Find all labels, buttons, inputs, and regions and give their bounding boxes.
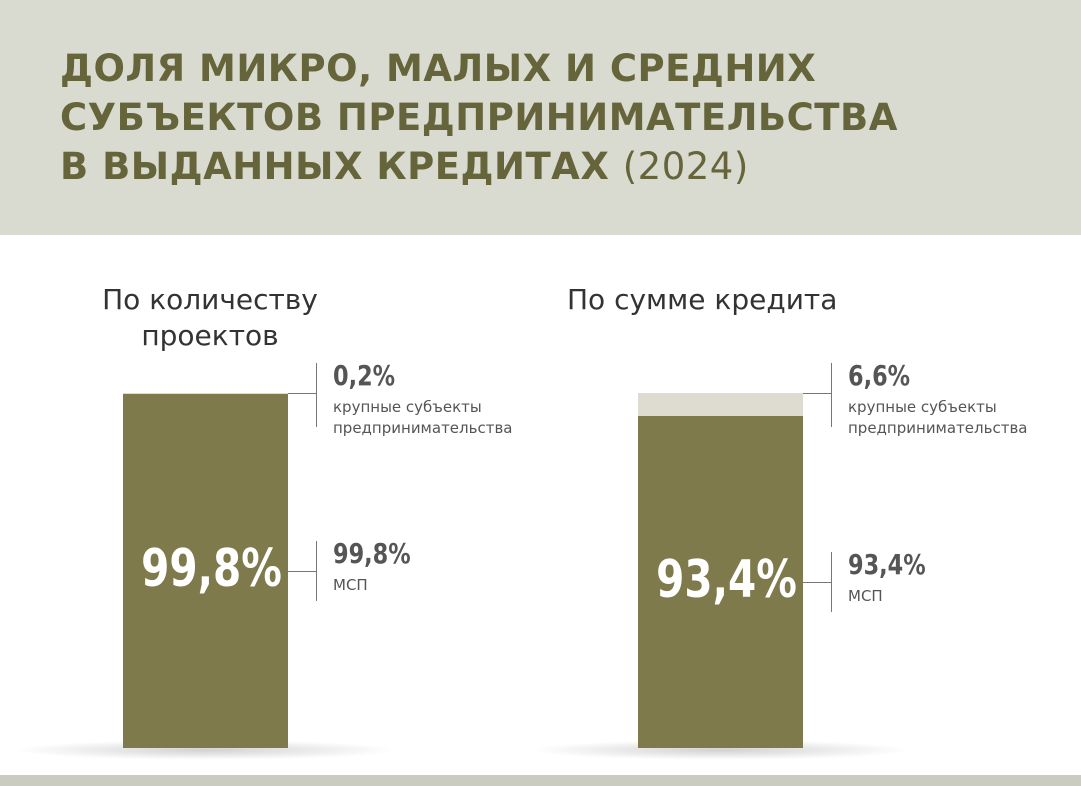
- footer-strip: [0, 775, 1081, 786]
- bar-segment: [638, 416, 803, 748]
- chart-title: По количеству проектов: [102, 283, 318, 352]
- title-note: (2024): [622, 145, 749, 188]
- bracket-line: [831, 552, 832, 613]
- header: [0, 0, 1081, 235]
- annotation-value: 99,8%: [333, 536, 411, 570]
- title-line: ДОЛЯ МИКРО, МАЛЫХ И СРЕДНИХ: [60, 47, 817, 90]
- annotation-value: 6,6%: [848, 359, 911, 392]
- title-line: СУБЪЕКТОВ ПРЕДПРИНИМАТЕЛЬСТВА: [60, 96, 898, 139]
- bracket-line: [316, 540, 317, 601]
- bracket-tick: [803, 393, 831, 394]
- bar-shadow: [528, 740, 913, 760]
- annotation-value: 0,2%: [333, 359, 396, 392]
- annotation-name: МСП: [333, 575, 368, 594]
- bar-segment: [638, 393, 803, 417]
- bracket-tick: [288, 570, 316, 572]
- bar-shadow: [13, 740, 398, 760]
- bar-segment: [123, 393, 288, 748]
- title-line: В ВЫДАННЫХ КРЕДИТАХ (2024): [60, 142, 898, 191]
- annotation-name: крупные субъекты предпринимательства: [333, 398, 513, 437]
- bar-label: 99,8%: [141, 538, 282, 599]
- bracket-line: [316, 363, 317, 427]
- title: ДОЛЯ МИКРО, МАЛЫХ И СРЕДНИХ СУБЪЕКТОВ ПР…: [60, 44, 898, 191]
- bar-segment: [123, 393, 288, 394]
- annotation-name: МСП: [848, 587, 883, 606]
- bracket-tick: [288, 393, 316, 394]
- bracket-line: [831, 363, 832, 427]
- chart-title: По сумме кредита: [567, 283, 838, 316]
- annotation-name: крупные субъекты предпринимательства: [848, 398, 1028, 437]
- title-line: В ВЫДАННЫХ КРЕДИТАХ: [60, 145, 610, 188]
- bracket-tick: [803, 582, 831, 584]
- bar-label: 93,4%: [656, 550, 797, 611]
- annotation-value: 93,4%: [848, 548, 926, 582]
